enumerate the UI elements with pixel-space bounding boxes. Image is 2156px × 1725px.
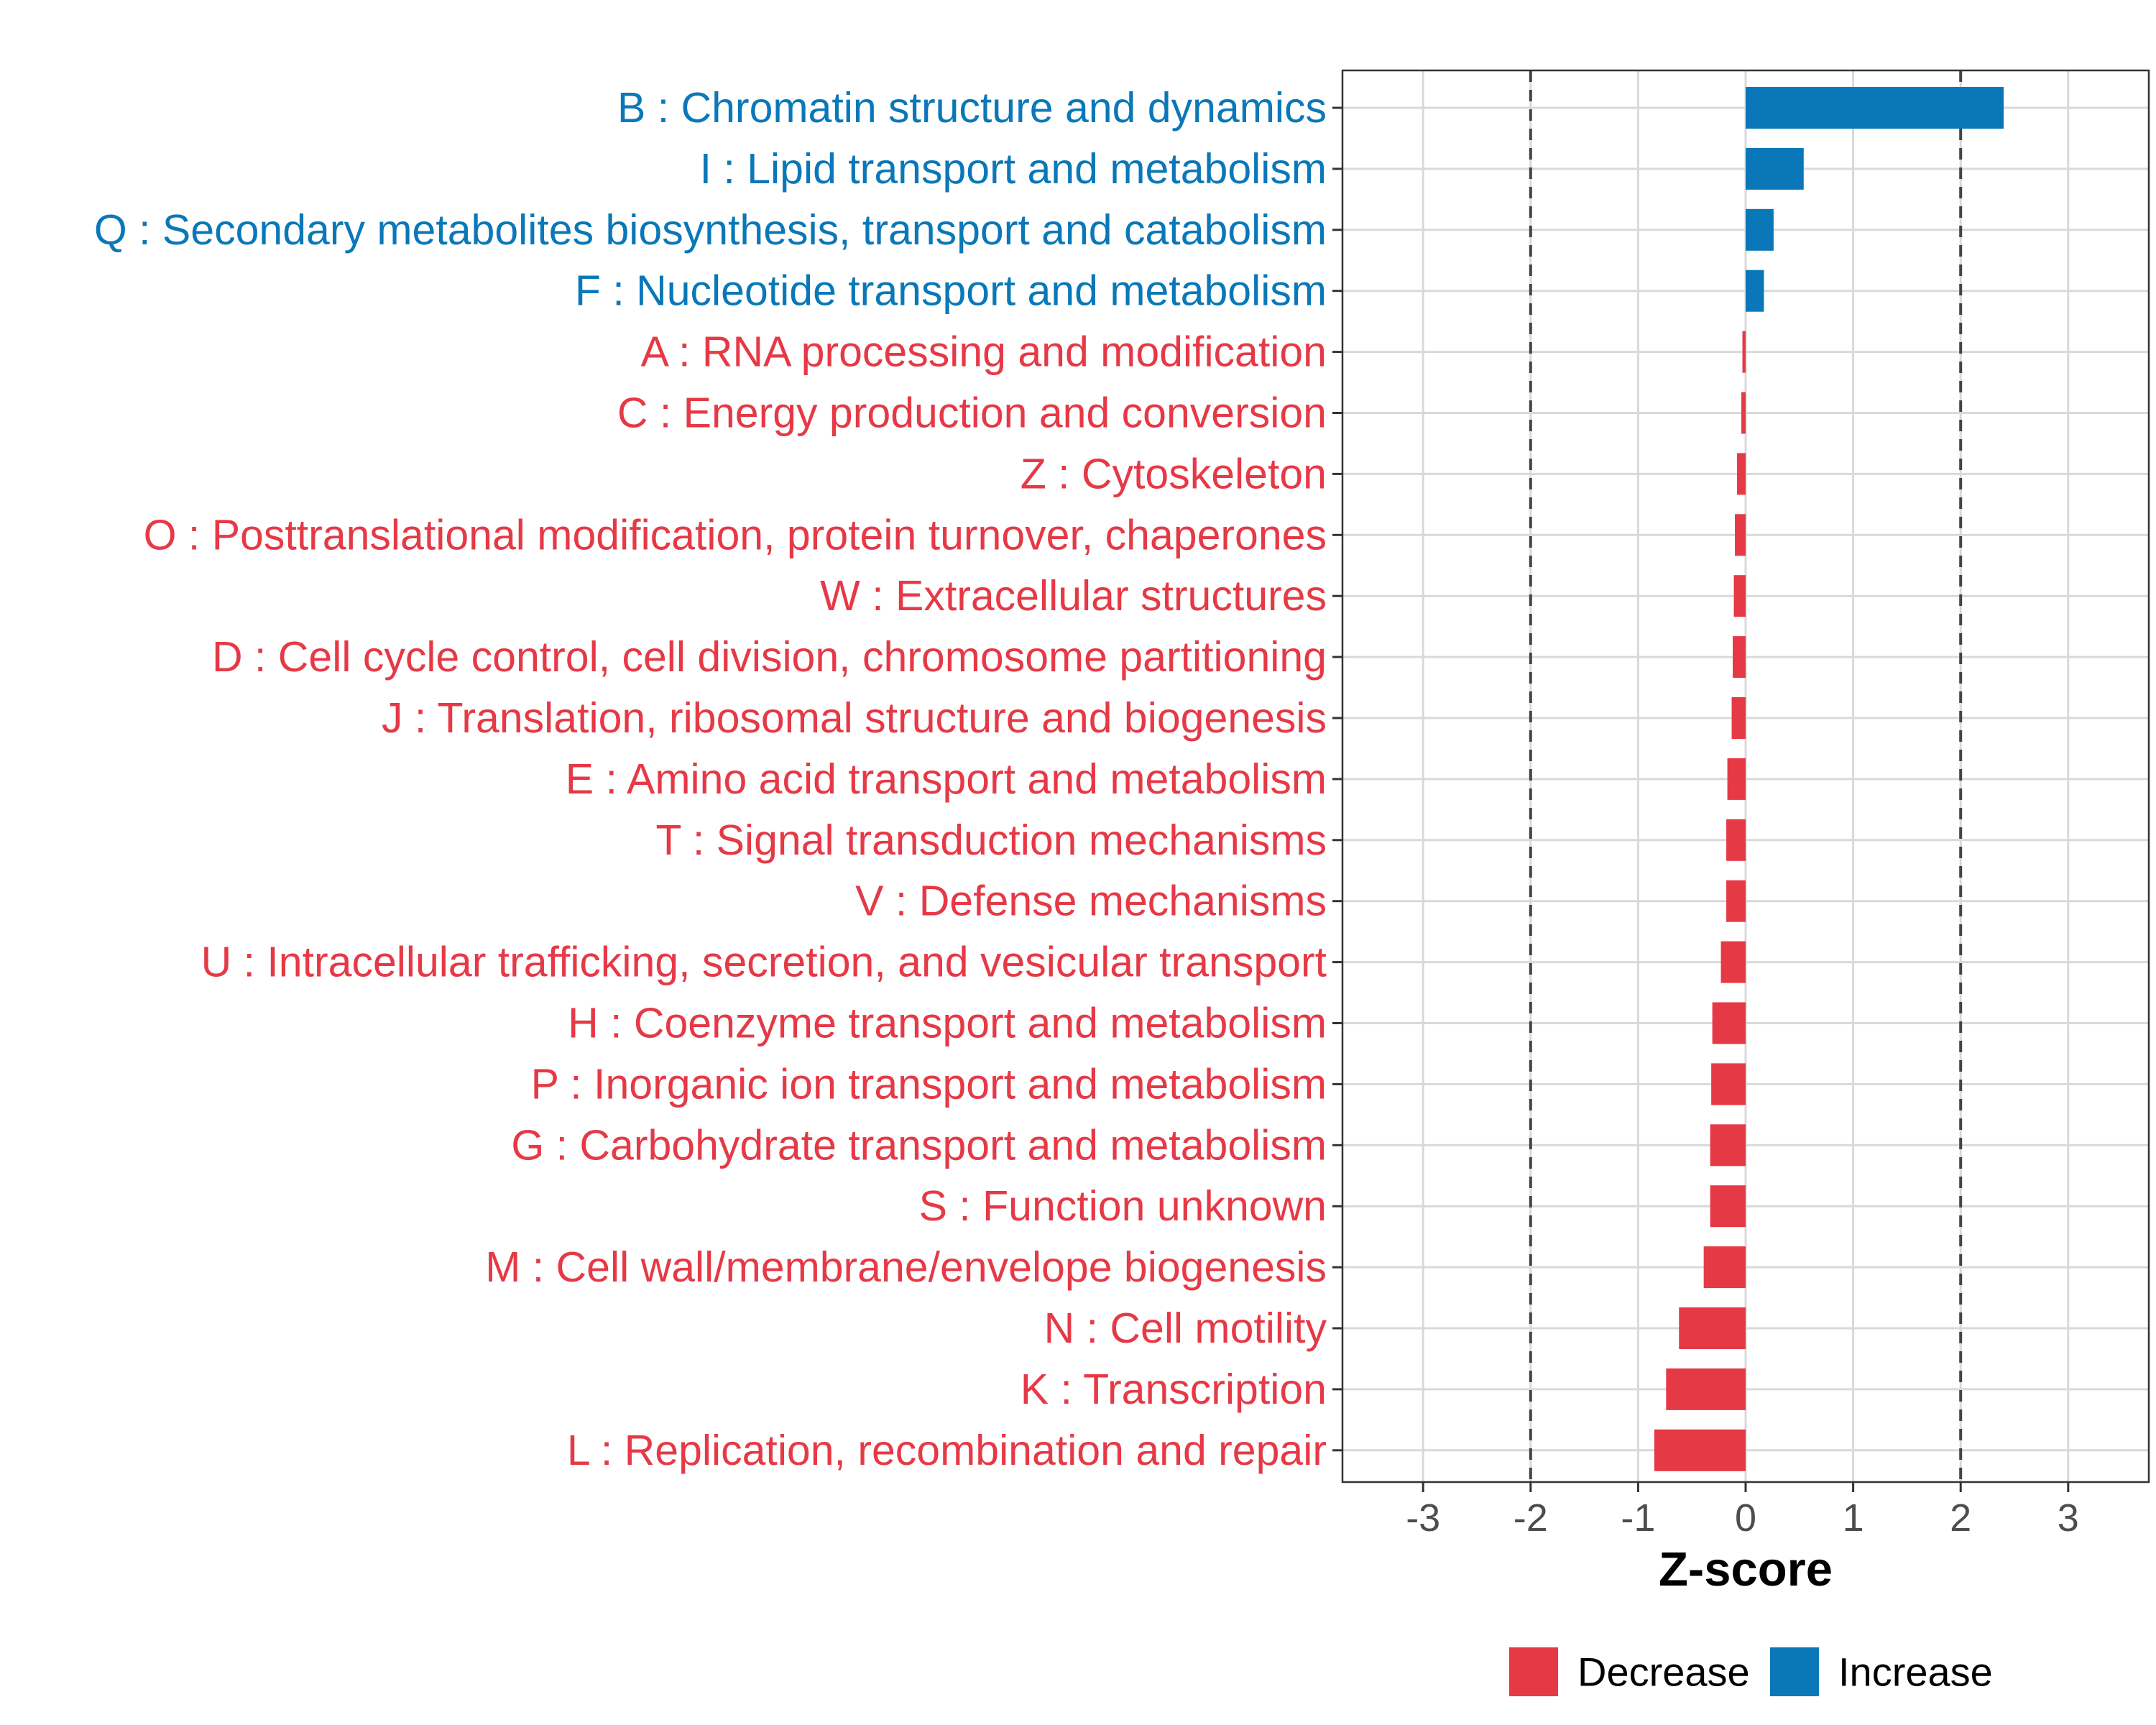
bar-19 — [1703, 1246, 1746, 1289]
bar-1 — [1746, 147, 1804, 190]
category-label-1: I : Lipid transport and metabolism — [700, 145, 1327, 193]
category-label-7: O : Posttranslational modification, prot… — [144, 511, 1327, 558]
category-label-21: K : Transcription — [1021, 1366, 1327, 1413]
bar-14 — [1720, 941, 1746, 983]
category-label-10: J : Translation, ribosomal structure and… — [382, 694, 1327, 742]
category-label-19: M : Cell wall/membrane/envelope biogenes… — [485, 1243, 1327, 1291]
bar-11 — [1727, 758, 1746, 800]
x-tick-label-2: -1 — [1621, 1496, 1655, 1540]
bar-0 — [1746, 87, 2004, 129]
category-label-12: T : Signal transduction mechanisms — [655, 816, 1327, 864]
category-label-14: U : Intracellular trafficking, secretion… — [201, 939, 1327, 986]
category-label-2: Q : Secondary metabolites biosynthesis, … — [94, 206, 1327, 254]
bar-5 — [1741, 392, 1746, 434]
bar-3 — [1746, 270, 1764, 312]
x-tick-label-4: 1 — [1843, 1496, 1864, 1540]
bar-12 — [1726, 819, 1746, 861]
x-tick-label-0: -3 — [1406, 1496, 1440, 1540]
bar-16 — [1711, 1063, 1746, 1105]
y-axis-ticks: B : Chromatin structure and dynamics I : … — [94, 84, 1342, 1474]
category-label-13: V : Defense mechanisms — [855, 878, 1327, 925]
category-label-9: D : Cell cycle control, cell division, c… — [212, 633, 1327, 681]
x-tick-label-5: 2 — [1950, 1496, 1971, 1540]
bar-20 — [1679, 1307, 1746, 1349]
category-label-18: S : Function unknown — [919, 1182, 1327, 1230]
bar-9 — [1733, 636, 1746, 678]
bar-21 — [1666, 1368, 1746, 1410]
x-axis-ticks: -3 -2 -1 0 1 2 3 — [1406, 1482, 2079, 1540]
bar-8 — [1733, 575, 1746, 617]
legend-label-increase: Increase — [1838, 1650, 1993, 1695]
x-tick-label-3: 0 — [1735, 1496, 1756, 1540]
bars — [1654, 87, 2004, 1471]
legend-swatch-decrease — [1509, 1647, 1558, 1696]
category-label-16: P : Inorganic ion transport and metaboli… — [531, 1060, 1327, 1108]
bar-13 — [1726, 880, 1746, 922]
category-label-8: W : Extracellular structures — [820, 572, 1327, 620]
x-axis-title: Z-score — [1659, 1542, 1833, 1596]
bar-17 — [1710, 1124, 1746, 1167]
category-label-22: L : Replication, recombination and repai… — [567, 1427, 1327, 1474]
category-label-20: N : Cell motility — [1044, 1305, 1327, 1352]
bar-18 — [1710, 1185, 1746, 1228]
category-label-3: F : Nucleotide transport and metabolism — [575, 267, 1327, 315]
category-label-5: C : Energy production and conversion — [617, 390, 1327, 437]
bar-2 — [1746, 208, 1774, 251]
bar-22 — [1654, 1429, 1746, 1471]
legend-label-decrease: Decrease — [1577, 1650, 1750, 1695]
legend-swatch-increase — [1770, 1647, 1819, 1696]
category-label-17: G : Carbohydrate transport and metabolis… — [511, 1121, 1327, 1169]
category-label-15: H : Coenzyme transport and metabolism — [568, 1000, 1327, 1047]
legend: Decrease Increase — [1509, 1647, 1993, 1696]
x-tick-label-6: 3 — [2058, 1496, 2079, 1540]
bar-4 — [1742, 331, 1746, 373]
category-label-4: A : RNA processing and modification — [641, 328, 1327, 376]
category-label-0: B : Chromatin structure and dynamics — [617, 84, 1327, 132]
bar-7 — [1735, 514, 1746, 556]
category-label-6: Z : Cytoskeleton — [1021, 450, 1327, 497]
x-tick-label-1: -2 — [1514, 1496, 1548, 1540]
reference-lines — [1529, 70, 1963, 1482]
category-label-11: E : Amino acid transport and metabolism — [566, 755, 1327, 803]
bar-10 — [1731, 697, 1746, 739]
bar-15 — [1712, 1002, 1746, 1044]
bar-6 — [1737, 453, 1746, 495]
